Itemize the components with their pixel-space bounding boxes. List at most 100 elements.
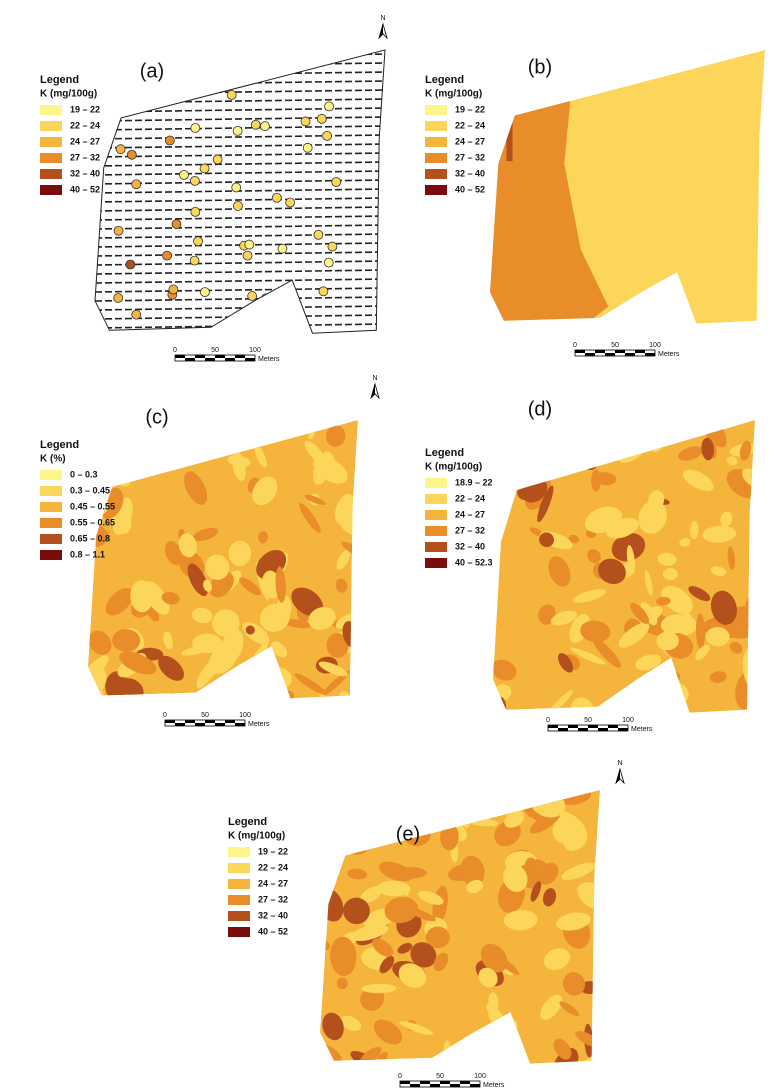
zone: [493, 427, 517, 438]
row-line: [95, 161, 385, 167]
zone: [632, 420, 666, 435]
zone: [221, 628, 244, 662]
row-line: [95, 233, 385, 239]
scale-block: [470, 1084, 480, 1087]
zone: [573, 589, 606, 603]
sample-point: [260, 121, 270, 132]
row-line: [95, 188, 385, 194]
zone: [618, 425, 641, 445]
scale-block: [205, 720, 215, 723]
legend-swatch: [425, 494, 447, 504]
scale-block: [625, 353, 635, 356]
legend-swatch: [40, 153, 62, 163]
zone: [205, 554, 230, 580]
scale-block: [615, 350, 625, 353]
zone: [548, 556, 571, 587]
legend-label: 22 – 24: [455, 493, 485, 503]
zone: [661, 585, 693, 614]
scale-tick-label: 0: [163, 712, 167, 719]
legend-swatch: [425, 510, 447, 520]
zone: [457, 790, 471, 829]
zone: [103, 431, 131, 459]
zone: [397, 943, 413, 954]
legend-swatch: [228, 911, 250, 921]
zone: [379, 955, 395, 974]
map: [88, 420, 358, 699]
legend-swatch: [40, 105, 62, 115]
scale-tick-label: 100: [474, 1073, 486, 1080]
sample-point: [231, 182, 242, 193]
row-line: [95, 53, 385, 59]
zone: [488, 992, 499, 1011]
legend-label: 32 – 40: [455, 541, 485, 551]
legend-swatch: [40, 169, 62, 179]
legend-label: 22 – 24: [70, 120, 100, 130]
sample-point: [247, 291, 258, 301]
scale-block: [205, 358, 215, 361]
zone: [530, 881, 542, 902]
zone: [187, 563, 208, 597]
scale-block: [235, 723, 245, 726]
zone: [336, 549, 351, 570]
zone: [559, 1001, 579, 1016]
map: [320, 790, 600, 1064]
zone: [357, 801, 376, 820]
zone: [252, 476, 278, 506]
zone: [318, 661, 348, 677]
zone: [161, 591, 180, 605]
zone: [258, 531, 268, 544]
zone: [347, 868, 368, 880]
legend-label: 18.9 – 22: [455, 477, 493, 487]
scale-block: [575, 350, 585, 353]
zone: [360, 885, 383, 903]
zone: [529, 527, 543, 537]
zone: [537, 485, 554, 523]
scale-block: [165, 720, 175, 723]
legend-label: 27 – 32: [455, 525, 485, 535]
sample-point: [162, 250, 172, 261]
legend-swatch: [425, 542, 447, 552]
zone: [695, 613, 706, 650]
zone: [656, 631, 679, 651]
legend-label: 22 – 24: [455, 120, 485, 130]
legend-swatch: [40, 137, 62, 147]
scale-block: [450, 1084, 460, 1087]
zone: [570, 647, 606, 665]
scale-tick-label: 0: [573, 342, 577, 349]
row-line: [95, 296, 385, 302]
sample-point: [199, 163, 210, 174]
scale-tick-label: 50: [584, 717, 592, 724]
zone: [312, 459, 329, 485]
legend-label: 27 – 32: [455, 152, 485, 162]
field-outline: [94, 49, 386, 334]
zone: [580, 620, 611, 643]
scale-tick-label: 100: [649, 342, 661, 349]
zone: [702, 525, 737, 543]
legend-unit: K (%): [40, 454, 66, 465]
zone: [682, 469, 714, 492]
legend-swatch: [228, 927, 250, 937]
zone: [478, 967, 498, 988]
sample-point: [164, 135, 175, 146]
scale-block: [588, 725, 598, 728]
sample-point: [277, 243, 288, 254]
scale-tick-label: 100: [239, 712, 251, 719]
zone: [130, 580, 154, 613]
sample-point: [323, 257, 334, 268]
zone: [135, 432, 155, 447]
zone: [542, 888, 557, 907]
zone: [678, 446, 704, 461]
row-line: [95, 269, 385, 275]
legend-label: 0.45 – 0.55: [70, 501, 115, 511]
sample-point: [242, 250, 253, 261]
zone: [245, 625, 255, 635]
zone: [163, 631, 173, 650]
zone: [304, 440, 326, 465]
legend-label: 0.65 – 0.8: [70, 533, 110, 543]
scale-unit: Meters: [631, 726, 653, 733]
zone: [335, 790, 355, 810]
zone: [308, 607, 336, 630]
zone: [710, 566, 726, 577]
legend-label: 32 – 40: [70, 168, 100, 178]
scale-block: [430, 1084, 440, 1087]
